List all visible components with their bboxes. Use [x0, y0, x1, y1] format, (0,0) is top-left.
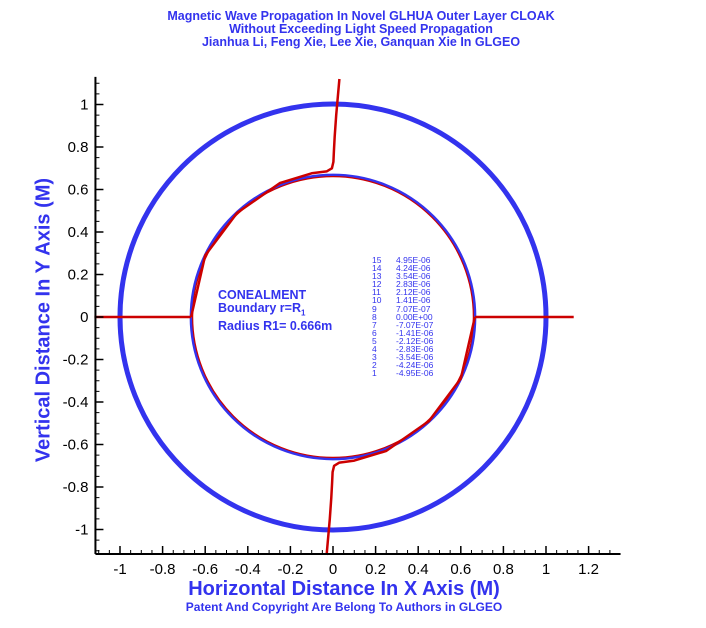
legend-level: 9 — [372, 303, 377, 314]
legend-row: 5 -2.12E-06 — [372, 335, 434, 346]
x-tick-label: 0.6 — [450, 561, 471, 578]
chart-title-line-2: Without Exceeding Light Speed Propagatio… — [229, 22, 493, 36]
legend-value: 7.07E-07 — [396, 303, 431, 314]
legend-row: 14 4.24E-06 — [372, 263, 433, 274]
legend-row: 3 -3.54E-06 — [372, 352, 434, 363]
legend-row: 12 2.83E-06 — [372, 279, 433, 290]
legend-value: -7.07E-07 — [396, 319, 434, 330]
legend-level: 4 — [372, 344, 377, 355]
x-axis-label: Horizontal Distance In X Axis (M) — [188, 578, 500, 600]
legend-level: 15 — [372, 255, 382, 265]
legend-level: 5 — [372, 335, 377, 346]
legend-value: -2.12E-06 — [396, 335, 434, 346]
legend-level: 6 — [372, 327, 377, 338]
legend-level: 3 — [372, 352, 377, 363]
chart-title-line-3: Jianhua Li, Feng Xie, Lee Xie, Ganquan X… — [201, 35, 521, 49]
y-tick-label: 0.6 — [68, 182, 89, 199]
legend-level: 10 — [372, 295, 382, 306]
legend-row: 1 -4.95E-06 — [372, 368, 434, 379]
legend-level: 11 — [372, 287, 381, 298]
y-tick-label: 0 — [80, 309, 88, 326]
legend-value: 2.83E-06 — [396, 279, 431, 290]
legend-row: 15 4.95E-06 — [372, 255, 433, 265]
legend-value: -2.83E-06 — [396, 344, 434, 355]
legend-value: 1.41E-06 — [396, 295, 431, 306]
legend-level: 2 — [372, 360, 377, 371]
legend-value: -4.95E-06 — [396, 368, 434, 379]
legend-value: 4.95E-06 — [396, 255, 431, 265]
x-tick-label: 0.8 — [493, 561, 514, 578]
y-tick-label: -0.2 — [63, 352, 89, 369]
legend-row: 7 -7.07E-07 — [372, 319, 434, 330]
legend-level: 7 — [372, 319, 377, 330]
annotation-line-1: CONEALMENT — [218, 288, 307, 302]
legend-value: -3.54E-06 — [396, 352, 434, 363]
legend-level: 8 — [372, 311, 377, 322]
legend-value: 2.12E-06 — [396, 287, 431, 298]
x-tick-label: -0.8 — [150, 561, 176, 578]
legend-row: 13 3.54E-06 — [372, 271, 433, 282]
x-tick-label: -1 — [113, 561, 126, 578]
y-tick-label: -0.4 — [63, 394, 89, 411]
x-tick-label: 0.2 — [365, 561, 386, 578]
y-tick-label: -0.6 — [63, 437, 89, 454]
y-tick-label: 0.4 — [68, 224, 89, 241]
legend-row: 8 0.00E+00 — [372, 311, 433, 322]
legend-level: 12 — [372, 279, 382, 290]
x-tick-label: 1.2 — [578, 561, 599, 578]
legend-value: -1.41E-06 — [396, 327, 434, 338]
contour-level-legend: 15 4.95E-06 14 4.24E-06 13 3.54E-06 12 2.83E-06… — [372, 255, 434, 379]
x-tick-label: -0.6 — [192, 561, 218, 578]
y-tick-label: -0.8 — [63, 479, 89, 496]
legend-row: 2 -4.24E-06 — [372, 360, 434, 371]
legend-row: 9 7.07E-07 — [372, 303, 433, 314]
y-tick-label: -1 — [75, 522, 88, 539]
legend-value: 4.24E-06 — [396, 263, 431, 274]
x-tick-label: -0.4 — [235, 561, 261, 578]
legend-row: 10 1.41E-06 — [372, 295, 433, 306]
legend-value: 3.54E-06 — [396, 271, 431, 282]
legend-level: 13 — [372, 271, 382, 282]
concealment-annotation: CONEALMENT Boundary r=R1 Radius R1= 0.66… — [218, 289, 332, 333]
x-tick-label: 1 — [542, 561, 550, 578]
legend-level: 14 — [372, 263, 382, 274]
chart-title-line-1: Magnetic Wave Propagation In Novel GLHUA… — [167, 9, 555, 23]
legend-value: -4.24E-06 — [396, 360, 434, 371]
wave-line-1 — [189, 78, 341, 318]
legend-row: 6 -1.41E-06 — [372, 327, 434, 338]
x-tick-label: 0 — [329, 561, 337, 578]
y-tick-label: 0.2 — [68, 267, 89, 284]
annotation-line-3: Radius R1= 0.666m — [218, 318, 333, 333]
copyright-footnote: Patent And Copyright Are Belong To Autho… — [185, 600, 503, 614]
wave-line-2 — [325, 316, 477, 556]
x-tick-label: 0.4 — [408, 561, 429, 578]
inner-contour-ring — [192, 176, 474, 458]
legend-row: 11 2.12E-06 — [372, 287, 433, 298]
x-tick-label: -0.2 — [277, 561, 303, 578]
y-tick-label: 1 — [80, 97, 88, 114]
y-tick-label: 0.8 — [68, 139, 89, 156]
annotation-line-2: Boundary r=R1 — [218, 301, 306, 318]
legend-value: 0.00E+00 — [396, 311, 433, 322]
legend-row: 4 -2.83E-06 — [372, 344, 434, 355]
legend-level: 1 — [372, 368, 377, 379]
